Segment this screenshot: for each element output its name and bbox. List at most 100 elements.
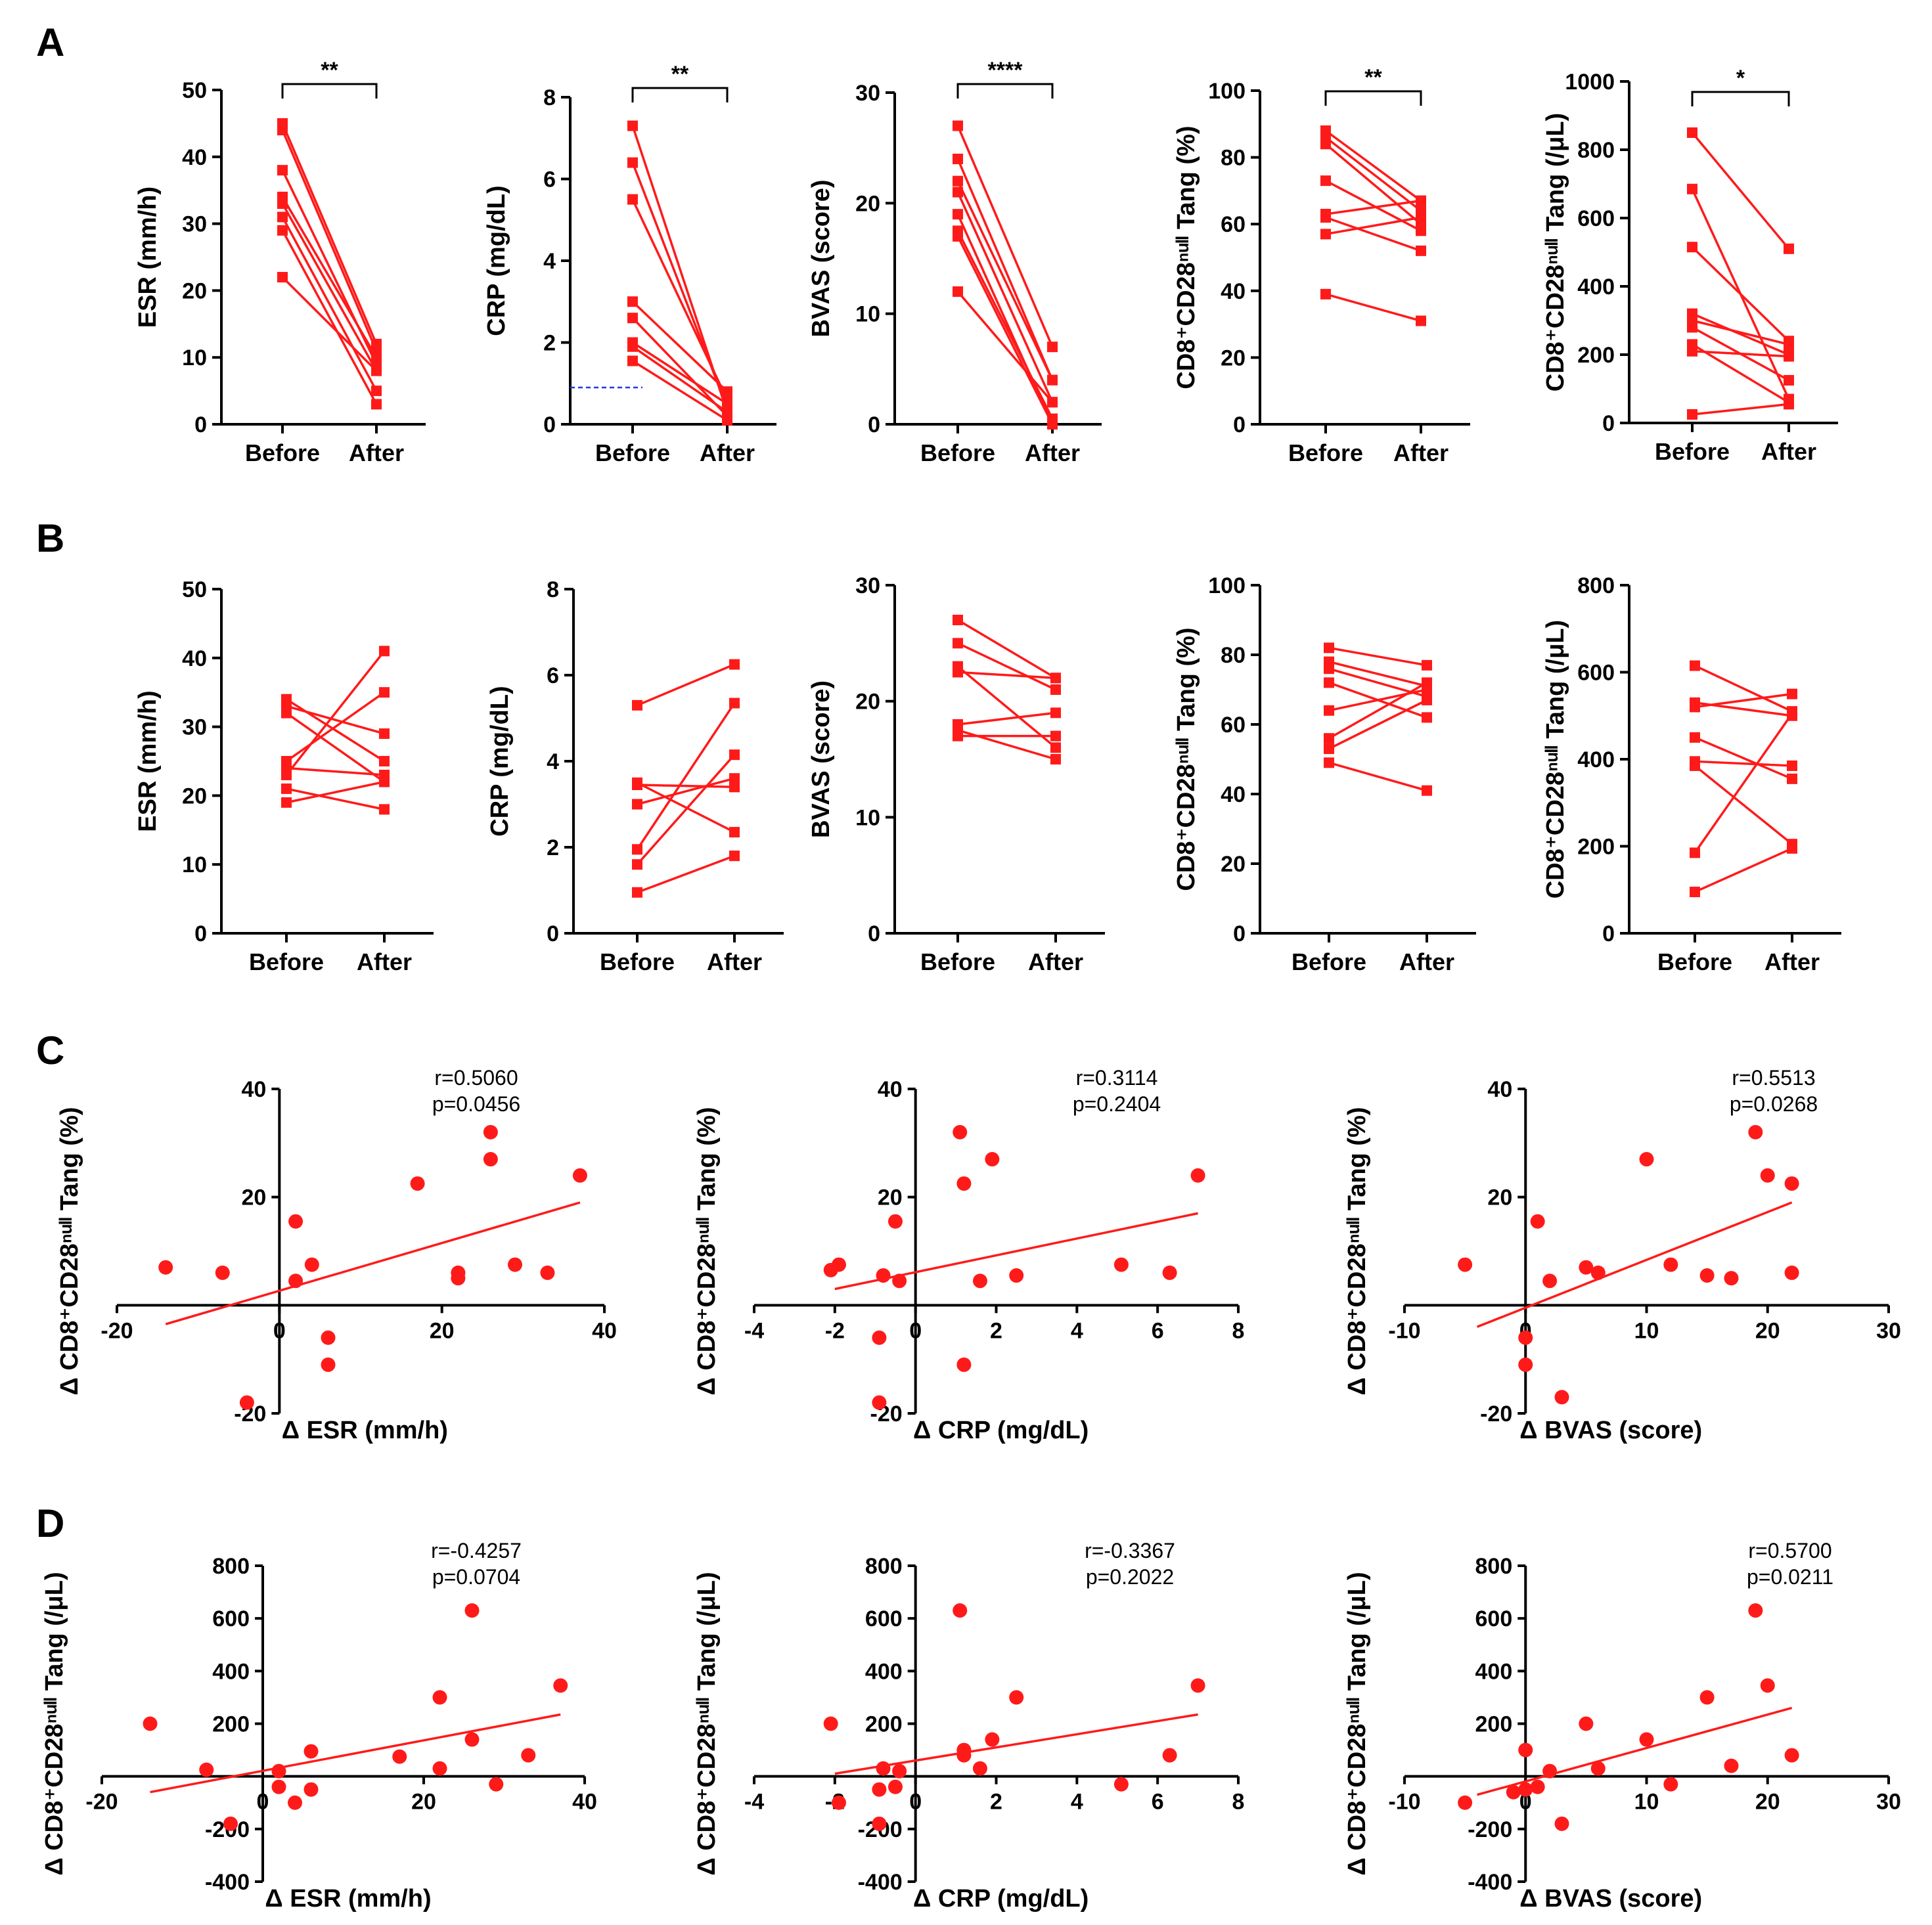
x-tick-label: 40 bbox=[592, 1318, 617, 1343]
data-point bbox=[953, 1603, 968, 1618]
before-marker bbox=[627, 194, 638, 205]
after-marker bbox=[1787, 708, 1797, 719]
y-axis-title: Δ CD8⁺CD28ⁿᵘˡˡ Tang (/μL) bbox=[693, 1572, 721, 1875]
data-point bbox=[288, 1214, 303, 1229]
y-axis-title: CD8⁺CD28ⁿᵘˡˡ Tang (%) bbox=[1173, 125, 1200, 389]
data-point bbox=[223, 1816, 238, 1831]
paired-line bbox=[285, 691, 386, 763]
x-tick-label: 8 bbox=[1232, 1790, 1245, 1815]
y-tick-label: 0 bbox=[1233, 921, 1246, 946]
y-tick-label: 20 bbox=[1221, 345, 1246, 370]
paired-line bbox=[637, 784, 735, 789]
paired-line bbox=[281, 129, 378, 351]
y-tick-label: 100 bbox=[1208, 573, 1246, 598]
before-marker bbox=[1320, 139, 1331, 150]
before-marker bbox=[953, 286, 963, 297]
category-label-after: After bbox=[349, 439, 404, 466]
y-tick-label: 40 bbox=[182, 646, 207, 671]
category-label-before: Before bbox=[1657, 948, 1732, 975]
x-tick-label: 30 bbox=[1876, 1790, 1901, 1815]
after-marker bbox=[722, 414, 732, 426]
data-point bbox=[1554, 1816, 1569, 1831]
y-axis-title: BVAS (score) bbox=[807, 179, 835, 337]
before-marker bbox=[953, 187, 963, 198]
x-tick-label: -10 bbox=[1388, 1318, 1420, 1343]
regression-line bbox=[1476, 1201, 1793, 1328]
paired-line bbox=[637, 854, 735, 894]
after-marker bbox=[1422, 785, 1432, 796]
y-tick-label: 30 bbox=[182, 715, 207, 740]
data-point bbox=[1760, 1678, 1775, 1693]
y-tick-label: 40 bbox=[1487, 1077, 1512, 1102]
after-marker bbox=[729, 782, 740, 793]
y-axis-title: CRP (mg/dL) bbox=[486, 686, 514, 836]
paired-line bbox=[281, 216, 378, 391]
before-marker bbox=[953, 615, 963, 625]
before-marker bbox=[632, 780, 642, 791]
x-tick-label: 20 bbox=[1755, 1790, 1780, 1815]
after-marker bbox=[371, 352, 382, 363]
before-marker bbox=[627, 296, 638, 307]
paired-line bbox=[1328, 699, 1427, 750]
y-tick-label: 40 bbox=[242, 1077, 267, 1102]
data-point bbox=[956, 1357, 972, 1372]
x-tick-label: 4 bbox=[1071, 1790, 1083, 1815]
data-point bbox=[1542, 1273, 1558, 1289]
y-tick-label: 30 bbox=[855, 573, 880, 598]
data-point bbox=[892, 1273, 907, 1289]
data-point bbox=[1518, 1742, 1533, 1758]
before-marker bbox=[1324, 733, 1334, 744]
before-marker bbox=[1324, 663, 1334, 675]
y-tick-label: 2 bbox=[547, 835, 559, 860]
data-point bbox=[876, 1761, 891, 1776]
paired-line bbox=[956, 230, 1054, 420]
paired-line bbox=[285, 650, 386, 776]
regression-line bbox=[1477, 1706, 1793, 1796]
after-marker bbox=[729, 851, 740, 862]
y-axis-title: CD8⁺CD28ⁿᵘˡˡ Tang (/μL) bbox=[1542, 113, 1569, 391]
data-point bbox=[1458, 1795, 1473, 1810]
data-point bbox=[572, 1168, 587, 1183]
data-point bbox=[1518, 1782, 1533, 1797]
y-axis-title: Δ CD8⁺CD28ⁿᵘˡˡ Tang (/μL) bbox=[41, 1572, 68, 1875]
data-point bbox=[303, 1744, 319, 1759]
before-marker bbox=[1690, 887, 1700, 898]
data-point bbox=[1748, 1124, 1763, 1140]
before-marker bbox=[1324, 757, 1334, 768]
y-tick-label: 1000 bbox=[1565, 70, 1615, 95]
data-point bbox=[1506, 1784, 1521, 1800]
y-tick-label: 2 bbox=[543, 331, 556, 356]
data-point bbox=[1162, 1748, 1177, 1763]
y-axis-title: CRP (mg/dL) bbox=[483, 185, 510, 336]
before-marker bbox=[1320, 212, 1331, 223]
r-value: r=0.5700 bbox=[1748, 1539, 1831, 1562]
data-point bbox=[321, 1357, 336, 1372]
paired-line bbox=[281, 229, 378, 405]
y-tick-label: 8 bbox=[547, 577, 559, 602]
y-tick-label: 4 bbox=[543, 249, 556, 274]
after-marker bbox=[1047, 397, 1058, 408]
y-tick-label: 20 bbox=[182, 784, 207, 808]
before-marker bbox=[1324, 705, 1334, 716]
before-marker bbox=[277, 272, 288, 283]
category-label-after: After bbox=[700, 439, 755, 466]
y-tick-label: 8 bbox=[543, 85, 556, 110]
x-tick-label: 0 bbox=[909, 1790, 922, 1815]
after-marker bbox=[722, 398, 732, 409]
y-tick-label: 400 bbox=[1577, 275, 1615, 299]
after-marker bbox=[371, 399, 382, 410]
p-value: p=0.2022 bbox=[1086, 1565, 1174, 1589]
before-marker bbox=[632, 799, 642, 810]
after-marker bbox=[729, 749, 740, 761]
paired-line bbox=[1694, 847, 1793, 893]
paired-line bbox=[1692, 350, 1789, 358]
y-tick-label: -400 bbox=[205, 1870, 250, 1895]
y-tick-label: 10 bbox=[855, 805, 880, 830]
paired-line bbox=[1694, 760, 1793, 767]
x-tick-label: 6 bbox=[1152, 1790, 1164, 1815]
p-value: p=0.0704 bbox=[432, 1565, 520, 1589]
paired-chart-b3: 0 10 20 30 Before After BVAS (score) bbox=[807, 573, 1105, 975]
